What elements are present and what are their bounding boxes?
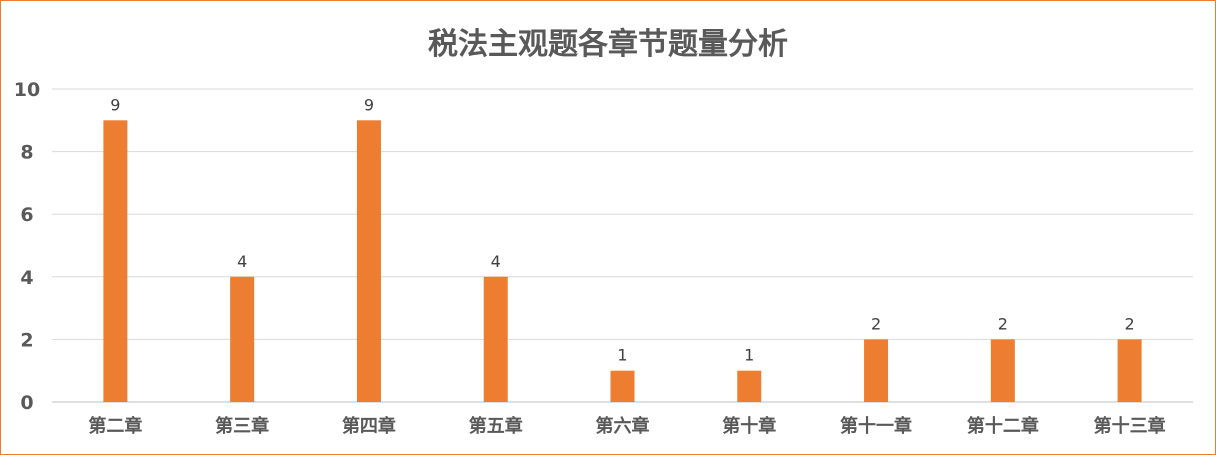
bar <box>356 120 381 403</box>
bar <box>230 276 255 402</box>
x-tick-label: 第二章 <box>88 415 142 437</box>
bar <box>864 339 889 402</box>
y-tick-label: 6 <box>20 204 33 226</box>
data-label: 2 <box>1125 314 1135 333</box>
data-label: 9 <box>364 95 374 114</box>
chart-title: 税法主观题各章节题量分析 <box>428 27 788 62</box>
data-label: 4 <box>237 252 247 271</box>
bar <box>990 339 1015 402</box>
y-tick-label: 2 <box>20 329 33 351</box>
y-tick-label: 8 <box>20 142 33 164</box>
x-tick-label: 第十三章 <box>1094 415 1166 437</box>
x-tick-label: 第十章 <box>722 415 776 437</box>
x-tick-label: 第六章 <box>596 415 650 437</box>
bar <box>737 370 762 402</box>
x-tick-label: 第五章 <box>469 415 523 437</box>
bar <box>1117 339 1142 402</box>
data-label: 2 <box>998 314 1008 333</box>
bar <box>610 370 635 402</box>
data-label: 2 <box>871 314 881 333</box>
data-label: 9 <box>110 95 120 114</box>
y-tick-label: 0 <box>20 392 33 414</box>
x-tick-label: 第四章 <box>342 415 396 437</box>
x-tick-label: 第十二章 <box>967 415 1039 437</box>
bar <box>483 276 508 402</box>
data-label: 1 <box>617 346 627 365</box>
y-tick-label: 4 <box>20 267 33 289</box>
bar <box>103 120 128 403</box>
data-label: 4 <box>491 252 501 271</box>
data-label: 1 <box>744 346 754 365</box>
x-tick-label: 第三章 <box>215 415 269 437</box>
x-tick-label: 第十一章 <box>840 415 912 437</box>
y-tick-label: 10 <box>14 79 40 101</box>
